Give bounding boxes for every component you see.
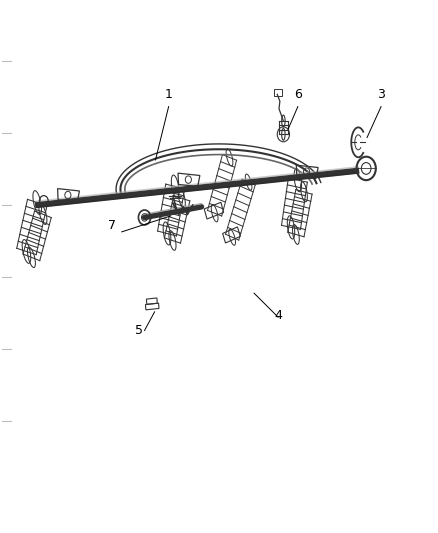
- Text: 6: 6: [294, 88, 302, 101]
- Text: 1: 1: [165, 88, 173, 101]
- Text: 4: 4: [274, 310, 282, 322]
- Text: 7: 7: [108, 219, 116, 232]
- Text: 5: 5: [135, 324, 143, 337]
- Text: 3: 3: [377, 88, 385, 101]
